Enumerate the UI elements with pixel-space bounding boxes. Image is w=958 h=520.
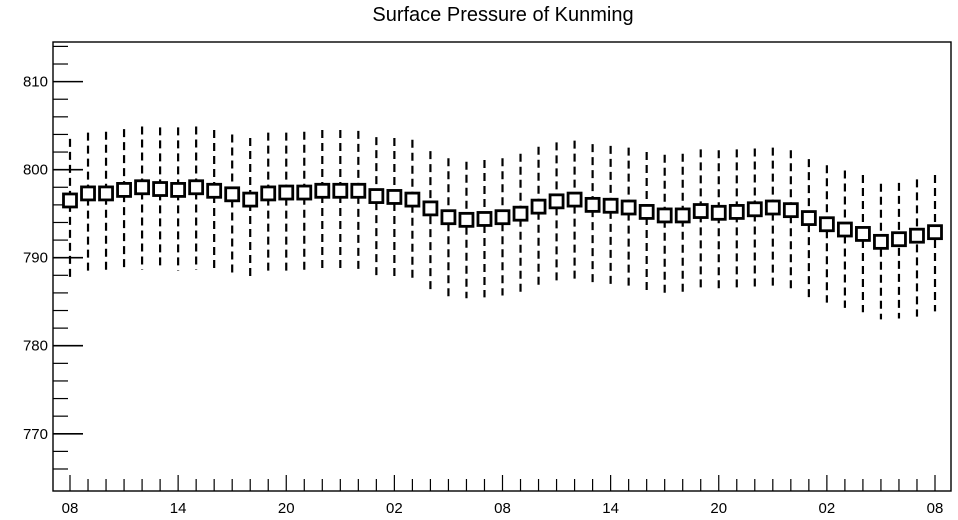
box-mark	[206, 182, 223, 199]
x-tick-label: 02	[386, 500, 403, 517]
box-mark	[134, 179, 150, 196]
box-mark	[782, 202, 799, 219]
box-mark	[440, 209, 457, 226]
x-tick-label: 02	[819, 500, 836, 517]
box-mark	[422, 200, 439, 217]
box-mark	[602, 197, 619, 214]
marks-layer	[62, 126, 943, 320]
box-mark	[800, 210, 817, 226]
box-mark	[548, 193, 565, 210]
x-tick-label: 14	[170, 500, 187, 517]
box-mark	[404, 191, 421, 208]
box-mark	[818, 216, 835, 233]
x-tick-label: 08	[494, 500, 511, 517]
x-tick-label: 08	[62, 500, 79, 517]
box-mark	[476, 211, 493, 227]
box-mark	[188, 179, 205, 196]
box-mark	[242, 191, 259, 208]
box-mark	[458, 211, 475, 228]
box-mark	[62, 192, 78, 209]
box-mark	[314, 182, 331, 199]
y-tick-label: 770	[23, 426, 48, 443]
x-tick-label: 20	[710, 500, 727, 517]
axes-layer: 770 780 790 800 810 08 14 20 02 08 14 20 02 08	[23, 45, 944, 517]
box-mark	[350, 182, 367, 199]
box-mark	[891, 231, 907, 248]
box-mark	[494, 209, 511, 226]
box-mark	[566, 191, 583, 208]
box-mark	[224, 186, 241, 203]
y-tick-label: 800	[23, 162, 48, 179]
y-tick-label: 810	[23, 74, 48, 91]
box-mark	[656, 207, 673, 224]
box-mark	[710, 204, 727, 221]
box-mark	[728, 204, 745, 220]
y-tick-label: 790	[23, 250, 48, 267]
box-mark	[836, 221, 853, 238]
box-mark	[332, 182, 349, 199]
box-mark	[855, 226, 871, 242]
box-mark	[152, 181, 169, 197]
box-mark	[584, 196, 601, 213]
box-mark	[512, 205, 529, 222]
x-tick-label: 20	[278, 500, 295, 517]
box-mark	[692, 203, 709, 219]
chart-title: Surface Pressure of Kunming	[372, 4, 634, 26]
box-mark	[927, 224, 943, 241]
box-mark	[116, 182, 132, 198]
box-mark	[98, 185, 114, 202]
box-mark	[170, 182, 187, 198]
box-mark	[530, 198, 547, 215]
box-mark	[260, 185, 277, 202]
box-mark	[764, 199, 781, 216]
box-mark	[278, 184, 295, 201]
box-mark	[80, 185, 96, 202]
box-mark	[386, 189, 403, 205]
box-mark	[746, 201, 763, 218]
box-mark	[620, 199, 637, 216]
box-mark	[296, 184, 313, 201]
box-mark	[909, 227, 925, 244]
box-mark	[368, 188, 385, 204]
box-mark	[638, 204, 655, 220]
x-tick-label: 14	[602, 500, 619, 517]
y-tick-label: 780	[23, 338, 48, 355]
box-mark	[674, 207, 691, 224]
box-mark	[873, 233, 889, 250]
x-tick-label: 08	[927, 500, 944, 517]
